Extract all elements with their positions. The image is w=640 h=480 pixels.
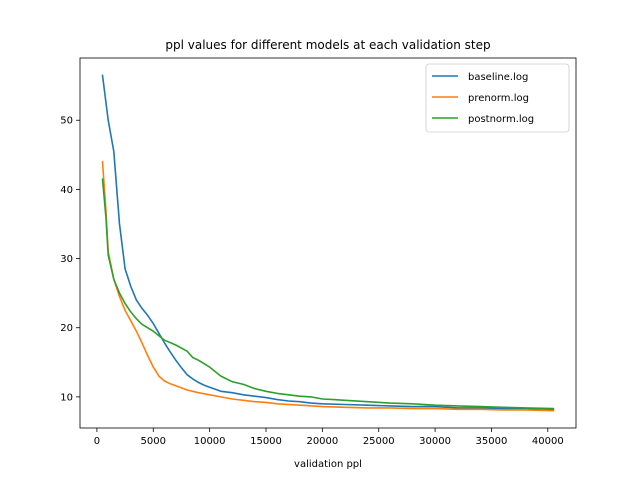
chart-title: ppl values for different models at each … [165, 38, 490, 52]
legend-label: baseline.log [468, 72, 528, 83]
x-axis-label: validation ppl [294, 459, 362, 470]
legend-label: prenorm.log [468, 93, 529, 104]
series-line-prenorm [101, 160, 555, 412]
x-tick-label: 15000 [250, 436, 282, 447]
series-line-postnorm [101, 178, 555, 410]
y-axis-ticks: 10 20 30 40 50 [60, 116, 80, 403]
series-line-baseline [101, 74, 555, 411]
x-axis-ticks: 0 5000 10000 15000 20000 25000 30000 35000 40000 [94, 428, 564, 447]
x-tick-label: 35000 [476, 436, 508, 447]
x-tick-label: 30000 [419, 436, 451, 447]
axes-frame [79, 57, 577, 429]
x-tick-label: 10000 [194, 436, 226, 447]
legend: baseline.log prenorm.log postnorm.log [425, 63, 570, 133]
y-tick-label: 40 [60, 185, 73, 196]
legend-label: postnorm.log [468, 114, 534, 125]
x-tick-label: 40000 [532, 436, 564, 447]
legend-box [425, 63, 570, 133]
x-tick-label: 20000 [306, 436, 338, 447]
y-tick-label: 10 [60, 392, 73, 403]
x-tick-label: 0 [94, 436, 100, 447]
y-tick-label: 30 [60, 254, 73, 265]
y-tick-label: 20 [60, 323, 73, 334]
y-tick-label: 50 [60, 116, 73, 127]
x-tick-label: 25000 [363, 436, 395, 447]
x-tick-label: 5000 [141, 436, 166, 447]
series-lines [101, 74, 555, 412]
